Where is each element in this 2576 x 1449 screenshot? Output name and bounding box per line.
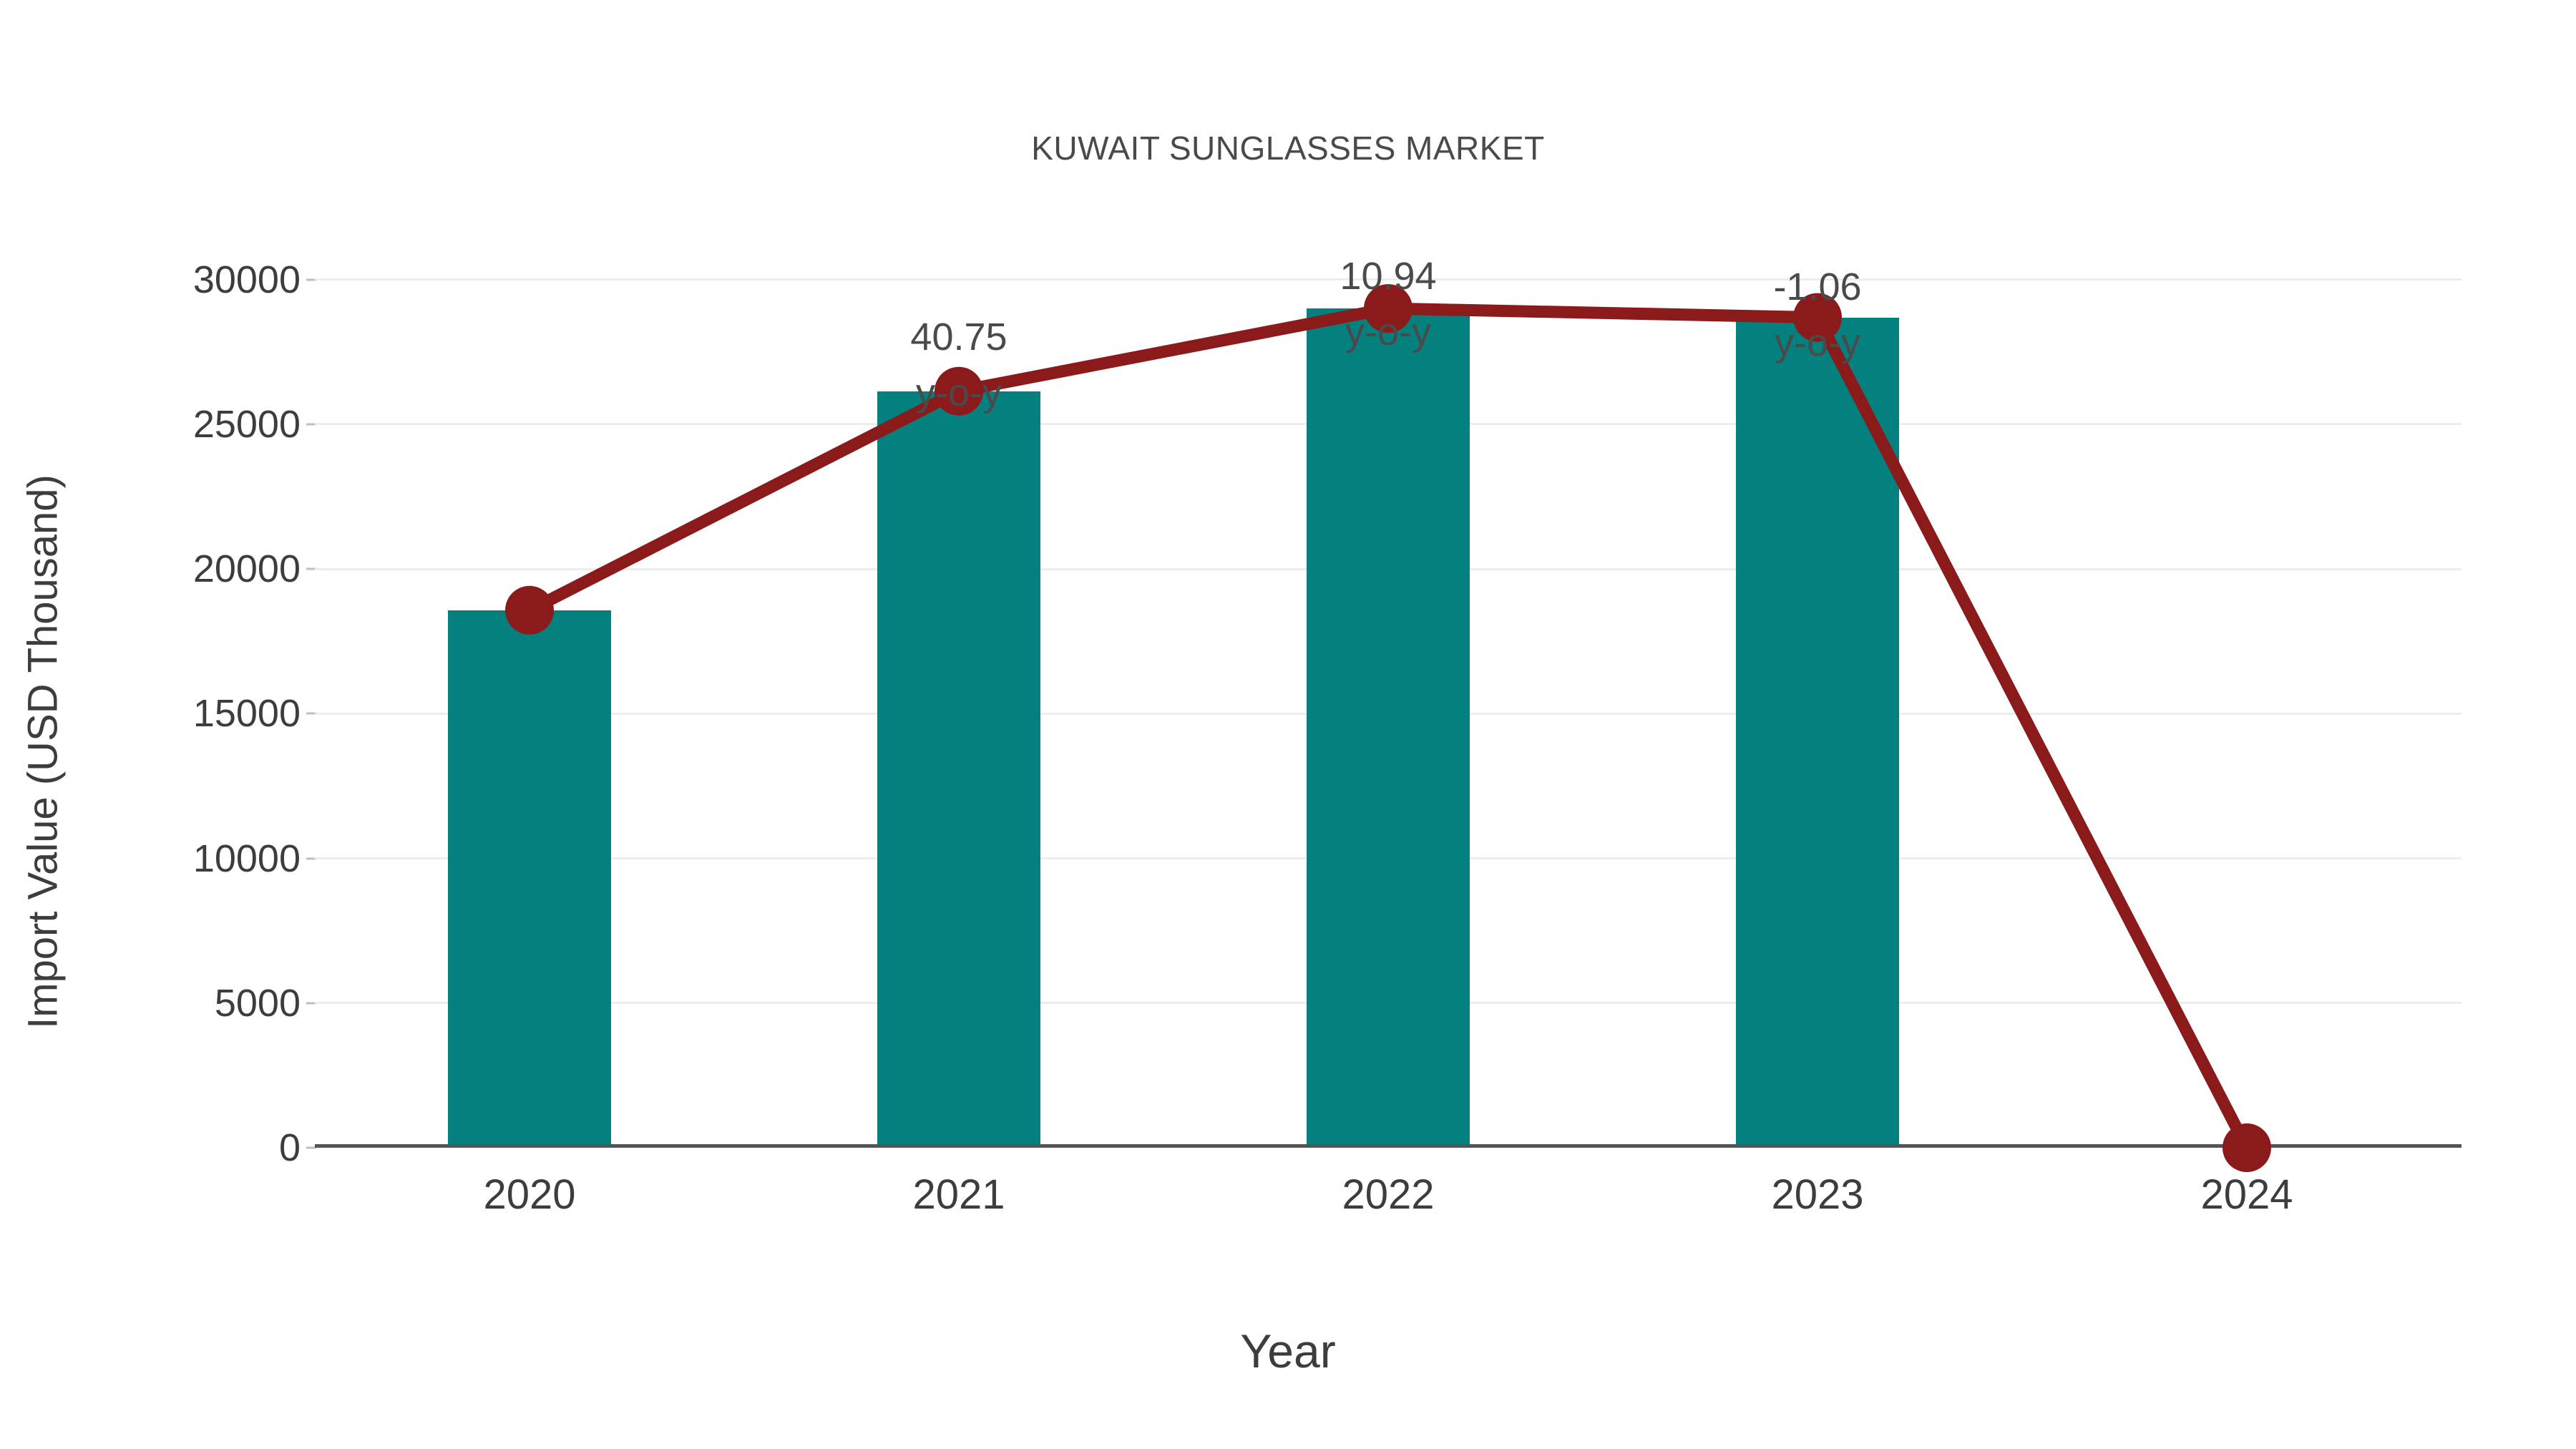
y-axis-tick-label: 0	[278, 1126, 301, 1169]
bar-2020	[448, 610, 611, 1148]
plot-area	[315, 236, 2462, 1148]
x-axis-title: Year	[1240, 1324, 1336, 1377]
x-axis-tick-label-2022: 2022	[1342, 1171, 1435, 1218]
y-axis-tick-label: 10000	[192, 836, 301, 880]
y-axis-tick-mark	[306, 1146, 316, 1149]
annotation-suffix: y-o-y	[1345, 311, 1431, 354]
x-axis-tick-label-2023: 2023	[1771, 1171, 1864, 1218]
bar-2022	[1307, 308, 1470, 1148]
x-axis-tick-label-2020: 2020	[483, 1171, 576, 1218]
annotation-value: -1.06	[1773, 265, 1862, 308]
gridline	[315, 278, 2462, 281]
y-axis-tick-mark	[306, 1002, 316, 1005]
y-axis-tick-mark	[306, 278, 316, 281]
annotation-2021: 40.75 y-o-y	[910, 315, 1007, 415]
x-axis-line	[315, 1144, 2462, 1148]
y-axis-tick-mark	[306, 423, 316, 426]
annotation-suffix: y-o-y	[915, 371, 1002, 415]
y-axis-title: Import Value (USD Thousand)	[19, 474, 67, 1029]
y-axis-tick-label: 25000	[192, 402, 301, 446]
y-axis-tick-label: 5000	[214, 981, 301, 1025]
y-axis-tick-label: 20000	[192, 547, 301, 591]
y-axis-tick-mark	[306, 857, 316, 860]
annotation-2023: -1.06 y-o-y	[1773, 265, 1861, 365]
bar-2021	[877, 391, 1040, 1148]
annotation-2022: 10.94 y-o-y	[1340, 254, 1436, 354]
y-axis-tick-mark	[306, 712, 316, 715]
annotation-suffix: y-o-y	[1775, 321, 1860, 365]
annotation-value: 10.94	[1340, 255, 1437, 298]
bar-2023	[1736, 317, 1899, 1148]
y-axis-tick-label: 15000	[192, 692, 301, 736]
annotation-value: 40.75	[910, 316, 1008, 358]
y-axis-tick-label: 30000	[192, 258, 301, 301]
y-axis-tick-mark	[306, 567, 316, 570]
x-axis-tick-label-2021: 2021	[912, 1171, 1005, 1218]
chart-title: KUWAIT SUNGLASSES MARKET	[1031, 130, 1545, 167]
x-axis-tick-label-2024: 2024	[2200, 1171, 2293, 1218]
